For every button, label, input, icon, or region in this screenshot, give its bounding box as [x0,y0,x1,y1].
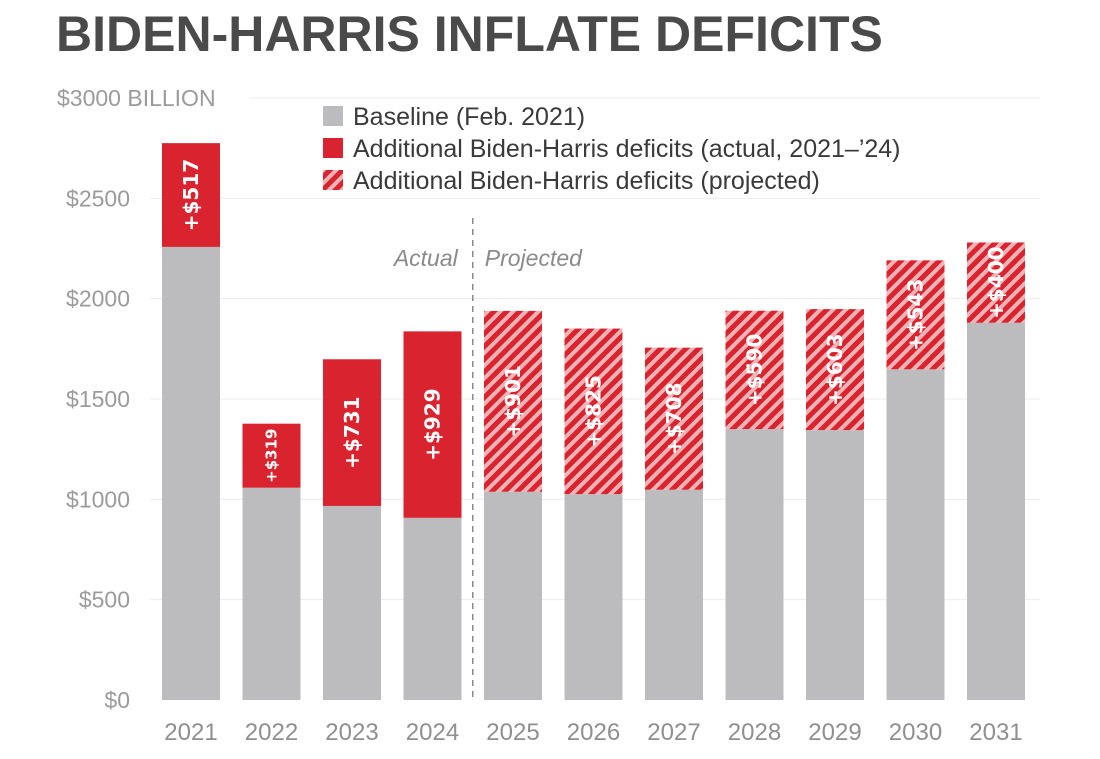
bar-additional-projected [725,310,784,430]
bar-value-label: +$517 [179,159,203,231]
legend-label: Additional Biden-Harris deficits (actual… [353,135,901,163]
bar-additional-actual [403,331,462,518]
bar-value-label: +$825 [582,375,606,447]
bar-baseline [403,517,462,700]
x-tick-label: 2027 [647,719,700,746]
legend-label: Baseline (Feb. 2021) [353,103,585,131]
y-tick-label: $1000 [66,486,130,512]
actual-label: Actual [392,245,459,271]
bar-additional-actual [162,143,220,247]
y-axis-ticks: $0 $500 $1000 $1500 $2000 $2500 $3000 BILLION [57,85,216,713]
bar-baseline [967,322,1025,700]
y-tick-label: $500 [79,587,130,613]
bars: +$517 +$319 +$731 +$929 +$901 +$825 +$708 +$590… [162,143,1025,701]
bar-value-label: +$319 [263,429,281,483]
x-tick-label: 2021 [164,719,217,746]
bar-value-label: +$400 [984,246,1008,318]
bar-baseline [162,246,220,701]
x-axis-ticks: 2021 2022 2023 2024 2025 2026 2027 2028 2029 2030… [164,719,1022,746]
legend-swatch [323,106,343,126]
bar-additional-actual [323,359,381,506]
y-tick-label: $2000 [66,286,130,312]
bar-value-label: +$543 [904,279,928,351]
bar-baseline [242,487,301,700]
y-tick-label: $1500 [66,386,130,412]
x-tick-label: 2030 [889,719,942,746]
chart-title: BIDEN-HARRIS INFLATE DEFICITS [56,6,883,62]
bar-baseline [323,505,381,700]
bar-additional-projected [564,328,623,495]
bar-value-label: +$603 [823,333,847,405]
legend: Baseline (Feb. 2021) Additional Biden-Har… [323,103,901,195]
x-tick-label: 2022 [245,719,298,746]
x-tick-label: 2026 [567,719,620,746]
legend-swatch [323,138,343,158]
bar-value-label: +$590 [743,334,767,406]
x-tick-label: 2029 [808,719,861,746]
bar-additional-projected [967,242,1025,323]
bar-baseline [806,430,864,700]
bar-value-label: +$708 [662,382,686,454]
bar-baseline [645,489,703,700]
bar-baseline [484,491,542,700]
y-tick-label: $3000 BILLION [57,85,216,111]
x-tick-label: 2025 [486,719,539,746]
bar-baseline [886,369,945,700]
bar-baseline [564,494,623,700]
bar-value-label: +$901 [501,365,525,437]
x-tick-label: 2031 [969,719,1022,746]
bar-additional-projected [886,260,945,370]
bar-baseline [725,429,784,700]
x-tick-label: 2023 [325,719,378,746]
x-tick-label: 2028 [728,719,781,746]
bar-additional-projected [806,309,864,431]
y-tick-label: $2500 [66,185,130,211]
bar-value-label: +$731 [340,396,364,468]
bar-additional-projected [645,347,703,490]
x-tick-label: 2024 [406,719,459,746]
bar-additional-actual [242,423,301,488]
legend-swatch [323,170,343,190]
bar-value-label: +$929 [421,388,445,460]
legend-label: Additional Biden-Harris deficits (projec… [353,167,820,195]
y-tick-label: $0 [104,687,130,713]
period-divider: Actual Projected [392,218,583,700]
bar-additional-projected [484,310,542,492]
projected-label: Projected [485,245,583,271]
